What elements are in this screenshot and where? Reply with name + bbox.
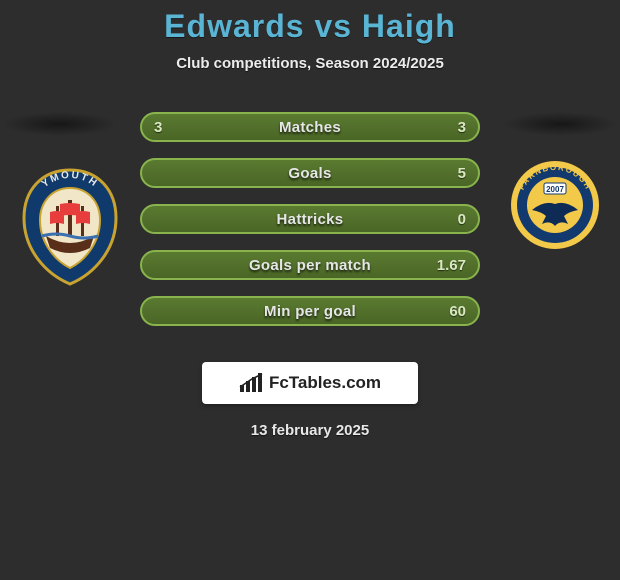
svg-text:2007: 2007 — [546, 185, 564, 194]
stat-row-min-per-goal: Min per goal 60 — [140, 296, 480, 326]
stats-list: 3 Matches 3 Goals 5 Hattricks 0 Goals pe… — [140, 112, 480, 342]
stat-row-goals: Goals 5 — [140, 158, 480, 188]
stat-label: Hattricks — [142, 211, 478, 228]
subtitle: Club competitions, Season 2024/2025 — [0, 55, 620, 72]
stat-label: Min per goal — [142, 303, 478, 320]
stat-label: Goals per match — [142, 257, 478, 274]
date-text: 13 february 2025 — [0, 422, 620, 439]
brand-text: FcTables.com — [269, 373, 381, 393]
bar-chart-icon — [239, 373, 263, 393]
page-title: Edwards vs Haigh — [0, 8, 620, 45]
shadow-right — [503, 112, 618, 136]
farnborough-crest: FARNBOROUGH 2007 — [510, 160, 600, 250]
comparison-card: Edwards vs Haigh Club competitions, Seas… — [0, 0, 620, 439]
brand-badge[interactable]: FcTables.com — [202, 362, 418, 404]
stat-label: Matches — [142, 119, 478, 136]
shadow-left — [2, 112, 117, 136]
main-content: YMOUTH — [0, 100, 620, 360]
stat-row-hattricks: Hattricks 0 — [140, 204, 480, 234]
stat-row-goals-per-match: Goals per match 1.67 — [140, 250, 480, 280]
weymouth-crest: YMOUTH — [20, 166, 120, 286]
stat-row-matches: 3 Matches 3 — [140, 112, 480, 142]
stat-label: Goals — [142, 165, 478, 182]
